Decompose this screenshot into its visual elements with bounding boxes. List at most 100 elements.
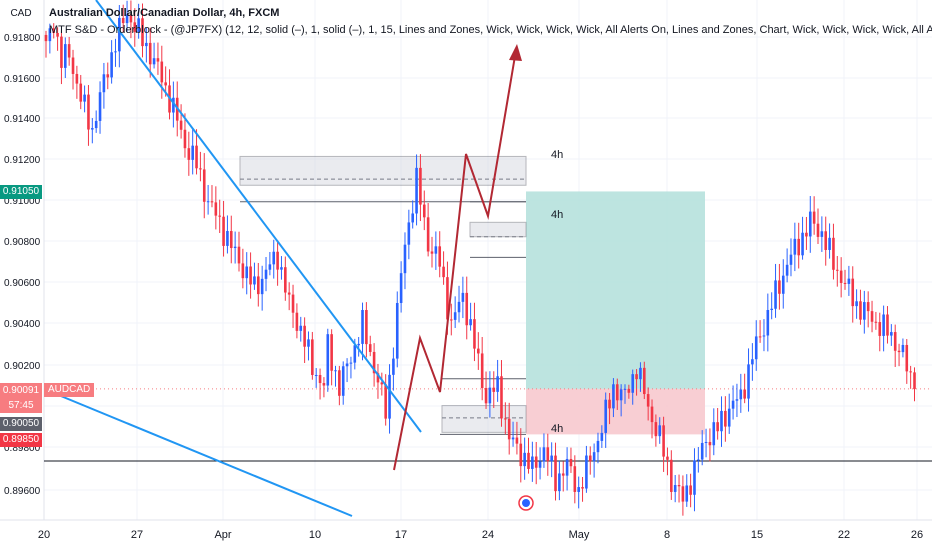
price-tag-zone-low: 0.89850: [0, 433, 42, 447]
candle-body: [457, 301, 461, 313]
candle-body: [160, 61, 164, 83]
x-tick-label: 15: [751, 529, 763, 541]
candle-body: [152, 58, 156, 65]
candle-body: [287, 292, 291, 295]
y-tick-label: 0.90200: [4, 361, 41, 372]
candle-body: [542, 447, 546, 462]
candle-body: [202, 169, 206, 202]
candle-body: [855, 301, 858, 307]
candle-body: [102, 74, 106, 93]
candle-body: [226, 231, 229, 246]
candle-body: [754, 336, 758, 360]
candle-body: [469, 319, 472, 326]
candle-body: [303, 325, 306, 347]
candle-body: [492, 387, 496, 392]
symbol-tag: AUDCAD: [44, 383, 95, 397]
candle-body: [550, 455, 553, 462]
candle-body: [67, 44, 71, 58]
candle-body: [368, 344, 372, 352]
candle-body: [141, 18, 144, 47]
candle-body: [693, 460, 696, 495]
candle-body: [886, 314, 889, 336]
candle-body: [345, 363, 349, 367]
candle-body: [843, 282, 847, 284]
candle-body: [673, 485, 677, 492]
candle-body: [71, 57, 75, 74]
projection-arrowhead: [509, 44, 522, 61]
zone-label: 4h: [551, 149, 563, 161]
candle-body: [222, 216, 225, 246]
candle-body: [403, 244, 407, 274]
candle-body: [519, 443, 523, 467]
candle-body: [527, 452, 530, 469]
candle-body: [565, 458, 569, 476]
candle-body: [48, 28, 52, 42]
candle-body: [44, 34, 48, 42]
candle-body: [685, 485, 689, 502]
candle-body: [670, 459, 673, 492]
candle-body: [534, 456, 538, 468]
candle-body: [311, 339, 314, 375]
candle-body: [627, 388, 631, 393]
candle-body: [778, 280, 781, 294]
candle-body: [901, 344, 905, 353]
candle-body: [353, 345, 357, 363]
candle-body: [504, 418, 507, 420]
candle-body: [52, 28, 56, 33]
candle-body: [183, 129, 187, 149]
x-tick-label: 17: [395, 529, 407, 541]
candle-body: [666, 456, 669, 460]
x-tick-label: 26: [911, 529, 923, 541]
y-tick-label: 0.91200: [4, 155, 41, 166]
y-tick-label: 0.90600: [4, 278, 41, 289]
candle-body: [264, 269, 268, 279]
candle-body: [538, 461, 542, 468]
candle-body: [581, 487, 584, 489]
x-tick-label: 8: [664, 529, 670, 541]
candle-body: [793, 238, 797, 255]
candle-body: [307, 339, 310, 347]
candle-body: [588, 455, 592, 462]
candle-body: [241, 263, 245, 279]
candle-body: [751, 359, 754, 365]
candle-body: [878, 322, 882, 336]
candle-body: [893, 332, 897, 351]
candle-body: [874, 321, 878, 323]
candle-body: [604, 399, 607, 433]
candle-body: [716, 422, 719, 432]
candle-body: [731, 400, 735, 409]
candle-body: [164, 82, 167, 86]
candle-body: [206, 201, 210, 203]
price-tag-zone-top: 0.91050: [0, 185, 42, 199]
y-tick-label: 0.91000: [4, 196, 41, 207]
x-tick-label: 24: [482, 529, 494, 541]
candle-body: [677, 485, 681, 487]
candle-body: [64, 44, 67, 68]
candle-body: [79, 83, 83, 102]
candle-body: [511, 437, 515, 440]
projection-path: [393, 55, 516, 471]
candle-body: [832, 237, 835, 270]
candle-body: [450, 319, 453, 321]
candle-body: [349, 362, 353, 364]
candle-body: [446, 277, 449, 320]
y-tick-label: 0.89800: [4, 443, 41, 454]
candle-body: [801, 232, 804, 256]
candle-body: [257, 276, 260, 295]
candle-body: [148, 42, 152, 65]
candle-body: [805, 232, 808, 237]
candle-body: [697, 459, 700, 461]
indicator-title: MTF S&D - Orderblock - (@JP7FX) (12, 12,…: [49, 24, 932, 36]
candle-body: [426, 217, 430, 252]
candle-body: [415, 167, 418, 214]
candle-body: [863, 302, 866, 320]
candle-body: [646, 394, 650, 407]
candle-body: [836, 269, 839, 271]
candle-body: [615, 384, 619, 401]
candle-body: [334, 370, 337, 372]
candle-body: [743, 389, 746, 399]
candle-body: [465, 292, 469, 326]
candle-body: [438, 246, 442, 267]
